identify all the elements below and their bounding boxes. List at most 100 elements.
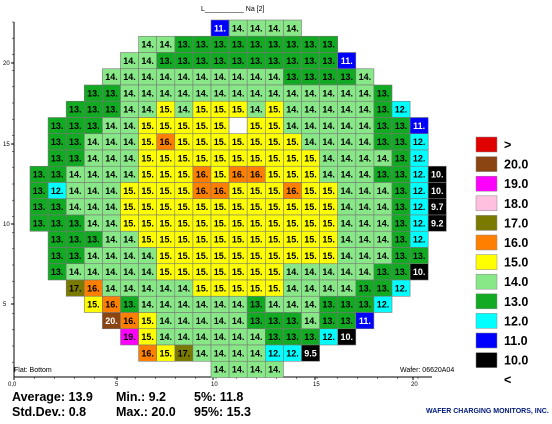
die-cell: 13. (391, 230, 411, 248)
die-value: 13. (196, 56, 209, 66)
die-value: 13. (214, 40, 227, 50)
die-value: 15. (250, 251, 263, 261)
die-value: 15. (178, 218, 191, 228)
die-value: 13. (268, 316, 281, 326)
die-cell: 15. (138, 182, 158, 200)
legend-entry: 15.0 (475, 254, 528, 270)
die-value: 14. (123, 105, 136, 115)
die-cell: 13. (156, 52, 176, 70)
die-cell: 12. (409, 214, 429, 232)
die-cell: 14. (301, 100, 320, 118)
die-cell: 15. (192, 279, 212, 297)
die-cell: 11. (337, 52, 357, 70)
legend-label: 10.0 (504, 354, 528, 368)
die-cell: 14. (156, 312, 176, 330)
die-cell: 13. (65, 117, 85, 135)
legend-label: < (504, 373, 511, 387)
die-cell: 14. (264, 84, 284, 102)
die-cell: 14. (355, 100, 375, 118)
die-value: 13. (69, 218, 82, 228)
die-value: 14. (105, 251, 118, 261)
die-cell: 13. (373, 84, 393, 102)
die-cell: 14. (319, 117, 339, 135)
die-cell: 13. (65, 133, 85, 151)
die-value: 12. (413, 218, 426, 228)
die-value: 14. (123, 137, 136, 147)
die-value: 13. (395, 186, 408, 196)
die-cell: 14. (138, 279, 158, 297)
die-value: 15. (268, 251, 281, 261)
die-value: 14. (232, 300, 245, 310)
die-cell: 10. (427, 182, 447, 200)
die-value: 15. (250, 153, 263, 163)
die-value: 14. (196, 332, 209, 342)
die-cell: 14. (174, 328, 194, 346)
die-cell: 15. (210, 279, 230, 297)
die-cell: 14. (102, 165, 121, 183)
die-cell: 12. (283, 344, 302, 362)
die-value: 15. (304, 186, 317, 196)
company-name: WAFER CHARGING MONITORS, INC. (426, 408, 549, 415)
die-value: 15. (178, 137, 191, 147)
die-cell: 15. (192, 214, 212, 232)
die-cell: 15. (138, 133, 158, 151)
die-cell: 14. (337, 133, 357, 151)
legend-swatch (475, 136, 498, 153)
die-value: 13. (51, 218, 64, 228)
die-cell: 15. (138, 198, 158, 216)
die-cell: 13. (47, 133, 67, 151)
die-value: 13. (69, 235, 82, 245)
die-cell: 15. (192, 117, 212, 135)
die-value: 15. (159, 121, 172, 131)
die-cell: 10. (409, 263, 429, 281)
die-value: 13. (377, 121, 390, 131)
legend-entry: 13.0 (475, 293, 528, 310)
die-cell: 15. (138, 312, 158, 330)
die-cell: 13. (29, 165, 49, 183)
die-value: 11. (341, 56, 353, 66)
legend-label: 12.0 (504, 314, 528, 328)
die-value: 14. (359, 88, 372, 98)
die-cell: 16. (138, 344, 158, 362)
die-cell: 14. (138, 84, 158, 102)
die-value: 17. (178, 348, 191, 358)
die-cell: 13. (373, 165, 393, 183)
die-cell: 14. (120, 247, 139, 265)
die-cell: 15. (192, 133, 212, 151)
die-value: 13. (69, 105, 82, 115)
die-cell: 14. (65, 182, 85, 200)
die-cell: 13. (319, 295, 339, 313)
die-value: 13. (214, 56, 227, 66)
legend-label: 11.0 (504, 334, 528, 348)
die-cell: 14. (301, 312, 320, 330)
legend-entry: 17.0 (475, 215, 528, 231)
die-cell: 14. (373, 182, 393, 200)
die-value: 20. (105, 316, 118, 326)
die-value: 13. (232, 56, 245, 66)
die-value: 13. (250, 40, 263, 50)
die-value: 13. (304, 56, 317, 66)
die-cell: 15. (228, 149, 248, 167)
die-cell: 15. (210, 263, 230, 281)
die-cell: 13. (210, 35, 230, 53)
die-value: 10. (413, 267, 426, 277)
die-cell: 14. (355, 165, 375, 183)
die-cell: 15. (228, 279, 248, 297)
die-value: 10. (431, 170, 444, 180)
die-cell: 14. (102, 198, 121, 216)
die-cell: 15. (210, 214, 230, 232)
die-value: 13. (322, 300, 335, 310)
die-cell: 13. (264, 328, 284, 346)
die-value: 12. (268, 348, 281, 358)
die-value: 14. (359, 251, 372, 261)
die-value: 13. (340, 300, 353, 310)
die-value: 14. (304, 316, 317, 326)
die-cell: 13. (373, 100, 393, 118)
die-value: 16. (232, 170, 245, 180)
die-value: 13. (322, 56, 335, 66)
die-value: 14. (359, 218, 372, 228)
die-value: 12. (286, 348, 299, 358)
die-value: 13. (286, 40, 299, 50)
die-value: 15. (232, 202, 245, 212)
die-value: 10. (431, 186, 444, 196)
